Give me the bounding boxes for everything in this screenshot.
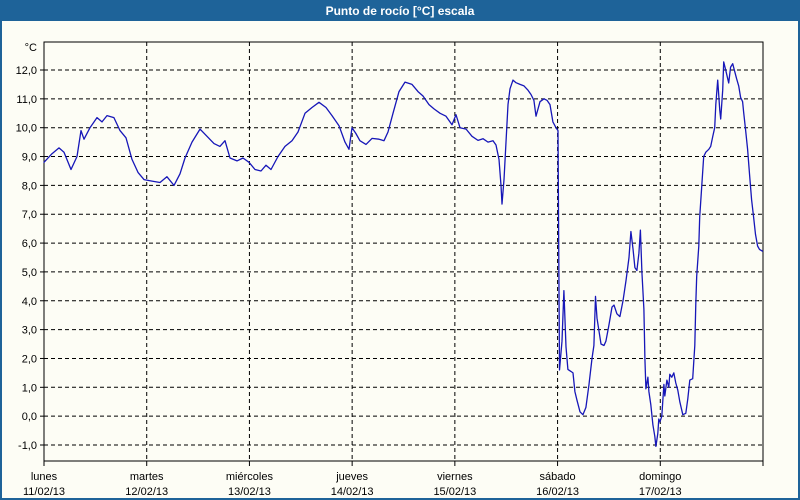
y-tick-label: 3,0 <box>22 325 37 337</box>
x-date-label: 17/02/13 <box>639 486 682 498</box>
window-title: Punto de rocío [°C] escala <box>325 4 475 18</box>
x-date-label: 14/02/13 <box>331 486 374 498</box>
x-day-label: jueves <box>335 471 368 483</box>
x-day-label: lunes <box>31 471 58 483</box>
y-tick-label: 10,0 <box>16 123 37 135</box>
y-tick-label: 8,0 <box>22 180 37 192</box>
title-bar: Punto de rocío [°C] escala <box>2 2 798 21</box>
x-day-label: miércoles <box>226 471 274 483</box>
x-date-label: 15/02/13 <box>433 486 476 498</box>
y-tick-label: 9,0 <box>22 152 37 164</box>
y-tick-label: 12,0 <box>16 65 37 77</box>
y-tick-label: 7,0 <box>22 209 37 221</box>
plot-frame <box>43 41 764 462</box>
x-day-label: domingo <box>639 471 681 483</box>
y-tick-label: 11,0 <box>16 94 37 106</box>
y-tick-label: 1,0 <box>22 382 37 394</box>
x-day-label: viernes <box>437 471 473 483</box>
y-tick-label: 4,0 <box>22 296 37 308</box>
x-date-label: 16/02/13 <box>536 486 579 498</box>
x-date-label: 11/02/13 <box>23 486 65 498</box>
y-tick-label: -1,0 <box>18 440 37 452</box>
y-tick-label: 2,0 <box>22 353 37 365</box>
x-day-label: sábado <box>540 471 576 483</box>
x-day-label: martes <box>130 471 164 483</box>
dewpoint-line <box>43 61 764 448</box>
y-tick-label: 5,0 <box>22 267 37 279</box>
x-date-label: 12/02/13 <box>125 486 168 498</box>
y-tick-label: 6,0 <box>22 238 37 250</box>
x-date-label: 13/02/13 <box>228 486 271 498</box>
y-tick-label: 0,0 <box>22 411 37 423</box>
y-axis-unit-label: °C <box>25 42 37 54</box>
